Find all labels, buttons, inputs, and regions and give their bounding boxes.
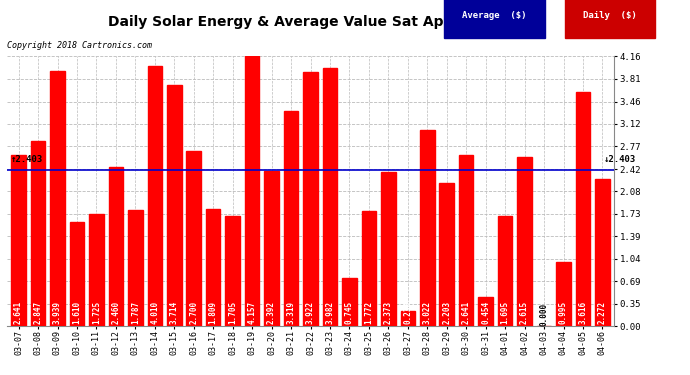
Bar — [575, 92, 590, 326]
Bar — [245, 57, 259, 326]
Bar — [342, 278, 357, 326]
Text: 3.982: 3.982 — [326, 300, 335, 324]
Text: 0.745: 0.745 — [345, 300, 354, 324]
Text: 2.641: 2.641 — [462, 300, 471, 324]
Text: 2.272: 2.272 — [598, 300, 607, 324]
Bar — [518, 156, 532, 326]
Text: 2.203: 2.203 — [442, 300, 451, 324]
Bar — [264, 171, 279, 326]
Text: 1.705: 1.705 — [228, 300, 237, 324]
Bar — [206, 209, 221, 326]
Text: Daily  ($): Daily ($) — [583, 11, 637, 20]
Text: 1.725: 1.725 — [92, 300, 101, 324]
Bar — [108, 166, 124, 326]
Bar — [595, 179, 610, 326]
Text: Average  ($): Average ($) — [462, 11, 526, 20]
Text: Daily Solar Energy & Average Value Sat Apr 7 19:29: Daily Solar Energy & Average Value Sat A… — [108, 15, 513, 29]
Text: 0.238: 0.238 — [404, 300, 413, 324]
Text: Copyright 2018 Cartronics.com: Copyright 2018 Cartronics.com — [7, 41, 152, 50]
Bar — [303, 72, 318, 326]
Text: 4.157: 4.157 — [248, 300, 257, 324]
Bar — [556, 262, 571, 326]
Text: 3.319: 3.319 — [286, 300, 295, 324]
Text: 1.695: 1.695 — [501, 300, 510, 324]
Text: 1.610: 1.610 — [72, 300, 81, 324]
Bar — [31, 141, 46, 326]
Text: ↑2.403: ↑2.403 — [11, 156, 43, 165]
Bar — [167, 85, 181, 326]
Bar — [478, 297, 493, 326]
Text: 4.010: 4.010 — [150, 300, 159, 324]
Text: 2.460: 2.460 — [111, 300, 120, 324]
Bar — [459, 155, 473, 326]
Text: ↓2.403: ↓2.403 — [603, 156, 635, 165]
Text: 3.022: 3.022 — [423, 300, 432, 324]
Bar — [50, 70, 65, 326]
Bar — [186, 151, 201, 326]
Bar — [323, 68, 337, 326]
Text: 3.616: 3.616 — [578, 300, 587, 324]
Bar — [420, 130, 435, 326]
Text: 1.787: 1.787 — [131, 300, 140, 324]
Text: 2.615: 2.615 — [520, 300, 529, 324]
Text: 3.922: 3.922 — [306, 300, 315, 324]
Bar — [440, 183, 454, 326]
Text: 1.772: 1.772 — [364, 300, 373, 324]
Text: 1.809: 1.809 — [208, 300, 217, 324]
Bar — [70, 222, 84, 326]
Bar — [11, 155, 26, 326]
Text: 2.641: 2.641 — [14, 300, 23, 324]
Text: 0.454: 0.454 — [481, 300, 490, 324]
Text: 2.847: 2.847 — [34, 300, 43, 324]
Bar — [400, 311, 415, 326]
Bar — [128, 210, 143, 326]
Text: 2.392: 2.392 — [267, 300, 276, 324]
Bar — [284, 111, 298, 326]
Bar — [89, 214, 104, 326]
Text: 0.000: 0.000 — [540, 303, 549, 326]
Text: 0.995: 0.995 — [559, 300, 568, 324]
Text: 2.700: 2.700 — [189, 300, 198, 324]
Bar — [148, 66, 162, 326]
Bar — [226, 216, 240, 326]
Bar — [497, 216, 513, 326]
Text: 2.373: 2.373 — [384, 300, 393, 324]
Text: 3.939: 3.939 — [53, 300, 62, 324]
Bar — [362, 211, 376, 326]
Text: 3.714: 3.714 — [170, 300, 179, 324]
Bar — [381, 172, 395, 326]
